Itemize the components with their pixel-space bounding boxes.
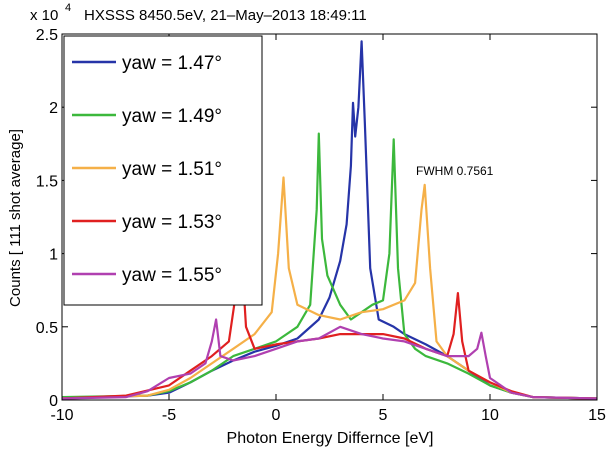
- legend-label: yaw = 1.49°: [122, 106, 222, 127]
- x-axis-label: Photon Energy Differnce [eV]: [227, 430, 434, 447]
- y-tick-label: 0: [49, 393, 58, 410]
- y-tick-label: 0.5: [36, 320, 58, 337]
- x-tick-label: 10: [481, 407, 499, 424]
- data-line: [61, 132, 598, 400]
- data-line: [61, 239, 598, 400]
- data-line: [61, 318, 598, 400]
- legend-label: yaw = 1.55°: [122, 265, 222, 286]
- legend-label: yaw = 1.47°: [122, 53, 222, 74]
- y-scale-exponent: 4: [65, 2, 71, 14]
- legend-label: yaw = 1.53°: [122, 212, 222, 233]
- chart-title: HXSSS 8450.5eV, 21–May–2013 18:49:11: [84, 7, 367, 24]
- x-tick-label: 5: [379, 407, 388, 424]
- y-tick-label: 1.5: [36, 173, 58, 190]
- y-axis-label: Counts [ 111 shot average]: [7, 129, 24, 307]
- x-tick-label: 15: [588, 407, 606, 424]
- x-tick-label: 0: [272, 407, 281, 424]
- x-tick-label: -10: [50, 407, 73, 424]
- y-tick-label: 2.5: [36, 27, 58, 44]
- legend-label: yaw = 1.51°: [122, 159, 222, 180]
- y-tick-label: 2: [49, 100, 58, 117]
- annotation: FWHM 0.7561: [416, 164, 494, 178]
- legend: yaw = 1.47° yaw = 1.49° yaw = 1.51° yaw = 1…: [63, 35, 263, 306]
- y-tick-label: 1: [49, 247, 58, 264]
- legend-box: [63, 35, 263, 306]
- plot-frame: [61, 33, 598, 401]
- y-scale-label: x 10: [30, 7, 58, 24]
- x-tick-label: -5: [162, 407, 176, 424]
